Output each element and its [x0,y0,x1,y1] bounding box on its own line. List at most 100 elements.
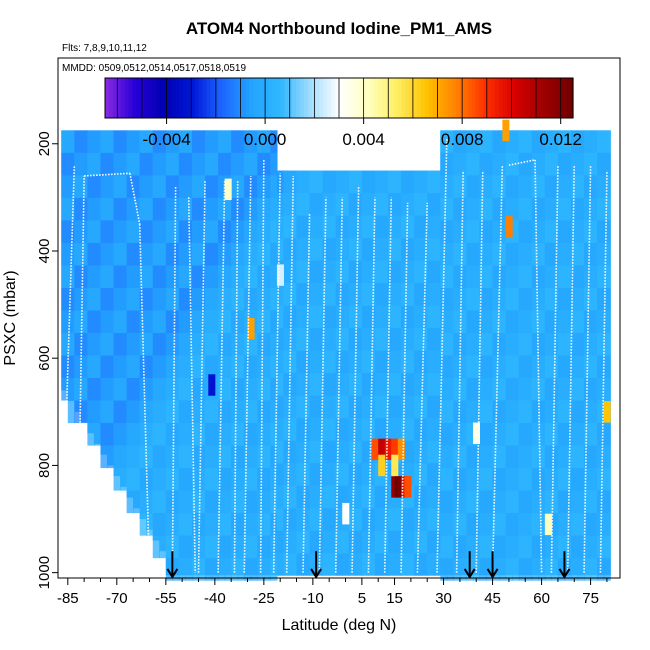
heatmap-band-cell [577,220,585,243]
heatmap-band-cell [152,468,160,491]
heatmap-band-cell [433,215,441,239]
y-tick-label: 1000 [36,556,53,589]
x-tick-label: 45 [484,590,501,607]
heatmap-band-cell [355,440,363,464]
heatmap-band-cell [133,333,141,356]
heatmap-band-cell [322,193,330,216]
heatmap-band-cell [538,400,546,424]
heatmap-band-cell [120,355,128,379]
heatmap-band-cell [466,310,474,334]
flight-profile-segment [217,181,226,573]
plot-frame [57,57,621,579]
heatmap-band-cell [466,513,474,536]
colorbar-swatch [366,78,371,118]
heatmap-band-cell [453,423,461,446]
heatmap-band-cell [479,490,487,514]
heatmap-band-cell [244,220,252,243]
heatmap-band-cell [205,445,213,469]
heatmap-band-cell [570,468,579,491]
heatmap-band-cell [518,265,526,288]
heatmap-band-cell [564,130,572,153]
heatmap-band-cell [152,355,160,379]
heatmap-band-cell [531,333,539,356]
heatmap-band-cell [440,310,448,334]
heatmap-band-cell [597,400,605,424]
heatmap-band-cell [538,152,546,176]
heatmap-band-cell [499,287,507,311]
heatmap-band-cell [603,490,611,514]
heatmap-band-cell [316,395,324,419]
heatmap-band-cell [107,130,115,153]
heatmap-band-cell [152,423,160,446]
heatmap-band-cell [479,130,487,153]
heatmap-band-cell [361,305,370,329]
heatmap-band-cell [368,238,376,261]
heatmap-band-cell [557,558,566,581]
heatmap-band-cell [126,355,134,379]
heatmap-band-cell [283,485,291,509]
heatmap-band-cell [237,378,245,401]
heatmap-band-cell [211,152,219,176]
x-tick-label: 15 [386,590,403,607]
heatmap-band-cell [525,287,533,311]
heatmap-band-cell [276,395,285,419]
heatmap-band-cell [93,242,102,266]
heatmap-band-cell [250,513,258,536]
heatmap-band-cell [590,130,598,153]
heatmap-band-cell [355,508,363,531]
heatmap-band-cell [244,152,252,176]
heatmap-band-cell [205,400,213,424]
heatmap-band-cell [276,373,285,396]
heatmap-band-cell [401,215,409,239]
heatmap-band-cell [107,152,115,176]
heatmap-band-cell [538,333,546,356]
heatmap-band-cell [113,333,121,356]
heatmap-band-cell [303,328,311,351]
heatmap-band-cell [165,445,173,469]
heatmap-band-cell [309,418,317,441]
heatmap-band-cell [263,355,271,379]
flight-profile-segment [318,197,327,573]
heatmap-band-cell [446,130,454,153]
heatmap-band-cell [525,513,533,536]
heatmap-band-cell [283,170,291,194]
heatmap-band-cell [427,440,435,464]
heatmap-band-cell [355,170,363,194]
heatmap-cell [371,438,379,461]
colorbar: -0.004 0.000 0.004 0.008 0.012 [104,77,582,149]
heatmap-cell [378,454,386,477]
heatmap-band-cell [224,378,232,401]
heatmap-band-cell [557,242,566,266]
heatmap-band-cell [348,170,356,194]
colorbar-swatch [288,78,293,118]
heatmap-band-cell [172,333,180,356]
heatmap-band-cell [453,535,461,559]
heatmap-band-cell [316,238,324,261]
heatmap-band-cell [381,283,389,306]
heatmap-band-cell [512,355,520,379]
heatmap-band-cell [570,152,579,176]
heatmap-band-cell [120,242,128,266]
heatmap-band-cell [459,175,468,198]
heatmap-band-cell [388,283,396,306]
heatmap-band-cell [401,238,409,261]
heatmap-band-cell [355,328,363,351]
heatmap-band-cell [178,265,187,288]
heatmap-band-cell [374,553,383,576]
heatmap-band-cell [414,463,422,486]
heatmap-band-cell [185,535,193,559]
flight-profile-segment [367,197,376,573]
heatmap-band-cell [335,508,343,531]
heatmap-band-cell [146,468,154,491]
heatmap-band-cell [459,558,468,581]
heatmap-band-cell [296,395,304,419]
heatmap-band-cell [270,468,278,491]
heatmap-band-cell [518,130,526,153]
heatmap-background-layer [61,130,611,581]
heatmap-band-cell [414,238,422,261]
heatmap-band-cell [459,197,468,221]
heatmap-band-cell [218,423,226,446]
heatmap-band-cell [270,242,278,266]
heatmap-band-cell [440,197,448,221]
heatmap-band-cell [100,175,108,198]
